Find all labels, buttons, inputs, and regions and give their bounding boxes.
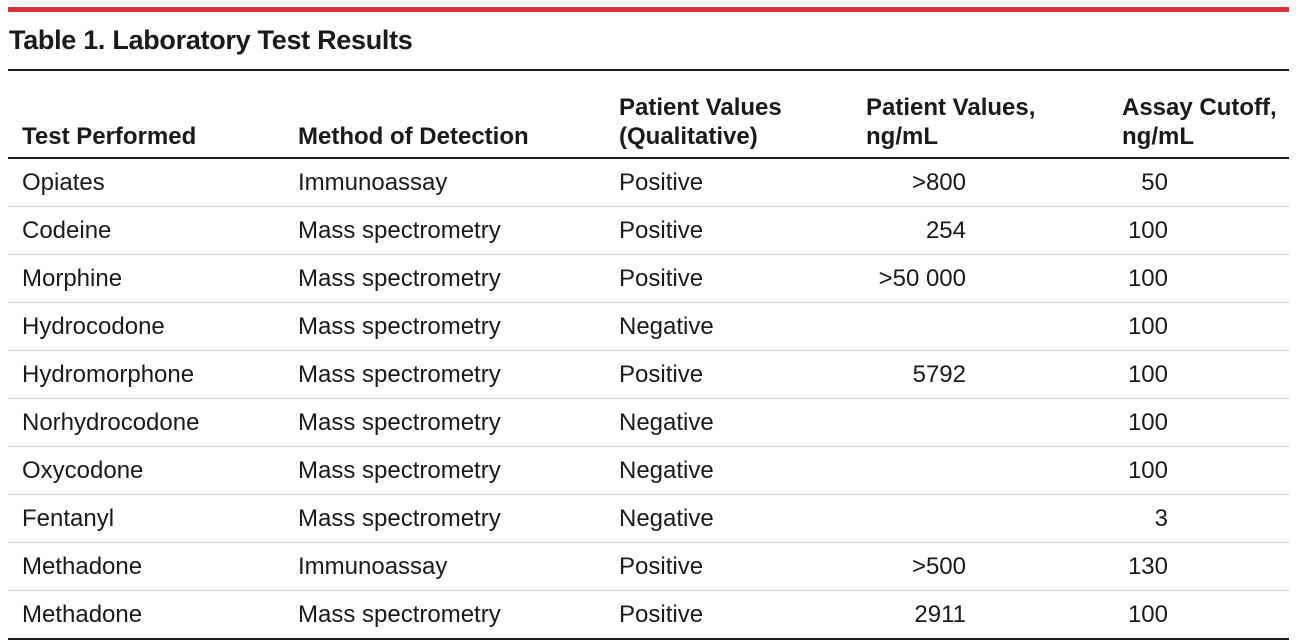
cutoff-text: 100	[1127, 216, 1168, 244]
table-top-rule	[8, 69, 1289, 71]
table-row: Hydrocodone Mass spectrometry Negative 1…	[8, 302, 1289, 351]
cell-test: Methadone	[8, 542, 284, 591]
cutoff-text: 50	[1141, 168, 1168, 196]
cell-value: >800	[852, 158, 1108, 207]
cell-qualitative: Positive	[605, 350, 852, 399]
header-cutoff-line1: Assay Cutoff,	[1122, 94, 1277, 121]
value-text: >500	[911, 552, 966, 580]
cell-qualitative: Positive	[605, 254, 852, 303]
cell-cutoff: 100	[1108, 206, 1289, 255]
table-title: Table 1. Laboratory Test Results	[9, 25, 413, 55]
value-text: >50 000	[878, 264, 966, 292]
cell-value: 5792	[852, 350, 1108, 399]
cell-cutoff: 100	[1108, 350, 1289, 399]
cell-qualitative: Negative	[605, 446, 852, 495]
cell-method: Mass spectrometry	[284, 350, 605, 399]
header-value-line2: ng/mL	[866, 123, 938, 150]
table-row: Methadone Immunoassay Positive >500 130	[8, 542, 1289, 591]
cell-cutoff: 50	[1108, 158, 1289, 207]
cell-method: Mass spectrometry	[284, 206, 605, 255]
cell-test: Hydromorphone	[8, 350, 284, 399]
cell-method: Mass spectrometry	[284, 398, 605, 447]
cutoff-text: 3	[1154, 504, 1168, 532]
cell-value: >500	[852, 542, 1108, 591]
cutoff-text: 130	[1127, 552, 1168, 580]
table-row: Hydromorphone Mass spectrometry Positive…	[8, 350, 1289, 399]
cell-test: Hydrocodone	[8, 302, 284, 351]
header-assay-cutoff: Assay Cutoff, ng/mL	[1108, 71, 1289, 159]
cell-value: 254	[852, 206, 1108, 255]
cell-value: 2911	[852, 590, 1108, 640]
cell-test: Oxycodone	[8, 446, 284, 495]
cell-cutoff: 3	[1108, 494, 1289, 543]
cell-method: Mass spectrometry	[284, 302, 605, 351]
cutoff-text: 100	[1127, 312, 1168, 340]
header-cutoff-line2: ng/mL	[1122, 123, 1194, 150]
cell-qualitative: Negative	[605, 302, 852, 351]
cell-qualitative: Negative	[605, 494, 852, 543]
cell-cutoff: 100	[1108, 446, 1289, 495]
value-text: 254	[925, 216, 966, 244]
cell-method: Mass spectrometry	[284, 494, 605, 543]
cell-test: Opiates	[8, 158, 284, 207]
cell-value	[852, 302, 1108, 351]
header-qual-line1: Patient Values	[619, 94, 782, 121]
cell-method: Immunoassay	[284, 542, 605, 591]
header-row: Test Performed Method of Detection Patie…	[8, 71, 1289, 159]
table-row: Norhydrocodone Mass spectrometry Negativ…	[8, 398, 1289, 447]
cutoff-text: 100	[1127, 600, 1168, 628]
cell-value	[852, 494, 1108, 543]
lab-results-table: Test Performed Method of Detection Patie…	[8, 71, 1289, 640]
table-row: Oxycodone Mass spectrometry Negative 100	[8, 446, 1289, 495]
table-row: Codeine Mass spectrometry Positive 254 1…	[8, 206, 1289, 255]
cell-cutoff: 100	[1108, 302, 1289, 351]
header-method-of-detection: Method of Detection	[284, 71, 605, 159]
table-row: Fentanyl Mass spectrometry Negative 3	[8, 494, 1289, 543]
cell-qualitative: Positive	[605, 542, 852, 591]
cell-cutoff: 100	[1108, 590, 1289, 640]
cutoff-text: 100	[1127, 360, 1168, 388]
cell-test: Norhydrocodone	[8, 398, 284, 447]
cell-value: >50 000	[852, 254, 1108, 303]
cell-test: Morphine	[8, 254, 284, 303]
value-text: 5792	[912, 360, 966, 388]
header-value-line1: Patient Values,	[866, 94, 1036, 121]
cutoff-text: 100	[1127, 456, 1168, 484]
value-text: 2911	[914, 600, 966, 628]
cell-value	[852, 398, 1108, 447]
cell-method: Mass spectrometry	[284, 446, 605, 495]
cell-method: Mass spectrometry	[284, 590, 605, 640]
header-qual-line2: (Qualitative)	[619, 123, 758, 150]
cell-method: Immunoassay	[284, 158, 605, 207]
cell-qualitative: Negative	[605, 398, 852, 447]
table-row: Methadone Mass spectrometry Positive 291…	[8, 590, 1289, 640]
accent-bar	[8, 7, 1289, 12]
cutoff-text: 100	[1127, 408, 1168, 436]
cell-cutoff: 100	[1108, 398, 1289, 447]
cell-qualitative: Positive	[605, 590, 852, 640]
cell-test: Codeine	[8, 206, 284, 255]
header-patient-values-ngml: Patient Values, ng/mL	[852, 71, 1108, 159]
cell-qualitative: Positive	[605, 206, 852, 255]
value-text: >800	[911, 168, 966, 196]
header-test-performed: Test Performed	[8, 71, 284, 159]
cell-qualitative: Positive	[605, 158, 852, 207]
cell-cutoff: 130	[1108, 542, 1289, 591]
cell-cutoff: 100	[1108, 254, 1289, 303]
cell-test: Fentanyl	[8, 494, 284, 543]
table-row: Opiates Immunoassay Positive >800 50	[8, 158, 1289, 207]
cell-test: Methadone	[8, 590, 284, 640]
cell-value	[852, 446, 1108, 495]
header-patient-values-qualitative: Patient Values (Qualitative)	[605, 71, 852, 159]
cutoff-text: 100	[1127, 264, 1168, 292]
cell-method: Mass spectrometry	[284, 254, 605, 303]
table-row: Morphine Mass spectrometry Positive >50 …	[8, 254, 1289, 303]
